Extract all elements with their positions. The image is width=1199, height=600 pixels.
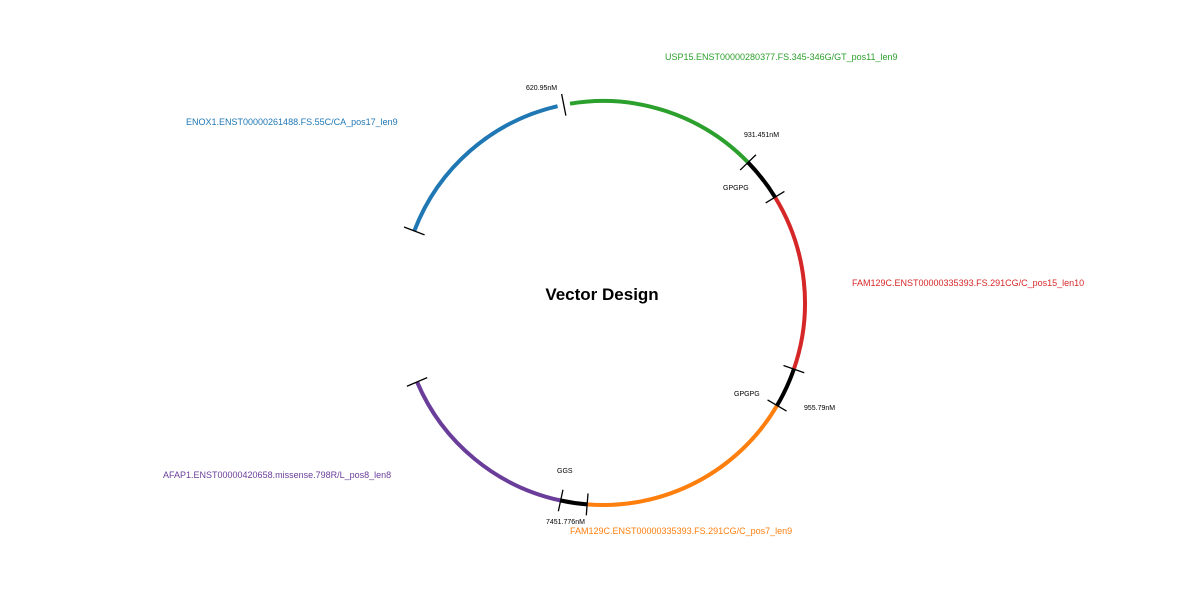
- segment-arc-afap1: [415, 381, 562, 503]
- boundary-tick-4: [765, 190, 785, 204]
- segment-arc-linker-2: [775, 368, 796, 407]
- segment-arc-fam129c-a: [773, 196, 808, 370]
- segment-label-fam129c-pos7: FAM129C.ENST00000335393.FS.291CG/C_pos7_…: [570, 526, 792, 536]
- boundary-tick-1: [403, 226, 425, 236]
- boundary-tick-3: [739, 154, 757, 171]
- ticks-layer: [403, 93, 805, 516]
- linker-label-3: GGS: [557, 468, 573, 475]
- junction-label-7451nm: 7451.776nM: [546, 519, 585, 526]
- junction-label-620nm: 620.95nM: [526, 85, 557, 92]
- segment-label-enox1: ENOX1.ENST00000261488.FS.55C/CA_pos17_le…: [186, 117, 398, 127]
- segment-arc-linker-1: [746, 161, 777, 199]
- segment-arc-linker-3: [560, 498, 588, 507]
- boundary-tick-9: [406, 377, 428, 387]
- junction-label-955nm: 955.79nM: [804, 405, 835, 412]
- segment-arc-fam129c-b: [586, 404, 779, 507]
- diagram-title: Vector Design: [545, 285, 658, 304]
- boundary-tick-8: [557, 489, 564, 512]
- boundary-tick-2: [560, 93, 567, 116]
- boundary-tick-7: [585, 493, 589, 516]
- segment-arc-usp15: [569, 99, 750, 164]
- segment-label-afap1: AFAP1.ENST00000420658.missense.798R/L_po…: [163, 470, 391, 480]
- boundary-tick-5: [783, 364, 805, 374]
- segment-label-fam129c-pos15: FAM129C.ENST00000335393.FS.291CG/C_pos15…: [852, 278, 1084, 288]
- segment-arc-enox1: [412, 104, 559, 232]
- junction-label-931nm: 931.451nM: [744, 132, 779, 139]
- linker-label-1: GPGPG: [723, 185, 749, 192]
- boundary-tick-6: [767, 399, 787, 412]
- segment-label-usp15: USP15.ENST00000280377.FS.345-346G/GT_pos…: [665, 52, 898, 62]
- linker-label-2: GPGPG: [734, 391, 760, 398]
